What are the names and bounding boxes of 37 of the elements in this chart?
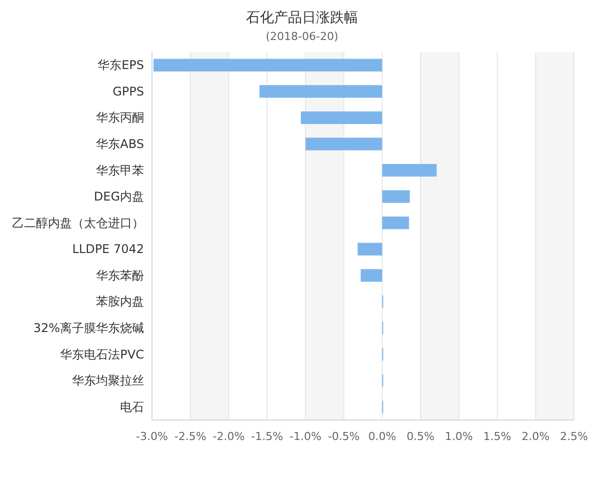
y-tick-label: 华东ABS — [96, 137, 144, 151]
x-tick-label: -1.0% — [289, 430, 322, 443]
x-tick-label: -3.0% — [136, 430, 168, 443]
x-tick-label: 1.5% — [483, 430, 512, 443]
y-tick-label: GPPS — [112, 84, 144, 98]
y-tick-label: 华东均聚拉丝 — [72, 374, 144, 388]
y-tick-label: DEG内盘 — [94, 190, 144, 204]
x-tick-label: -1.5% — [251, 430, 284, 443]
x-tick-label: -2.5% — [174, 430, 206, 443]
y-tick-label: 华东苯酚 — [96, 268, 144, 282]
x-tick-label: 2.5% — [560, 430, 588, 443]
bar — [259, 85, 382, 98]
bar — [360, 269, 382, 282]
y-tick-label: 苯胺内盘 — [96, 294, 144, 309]
x-tick-label: 0.5% — [406, 430, 435, 443]
y-tick-label: 华东电石法PVC — [60, 347, 144, 362]
y-tick-label: 乙二醇内盘（太仓进口） — [12, 216, 144, 230]
bar — [305, 138, 382, 150]
y-tick-label: 电石 — [120, 400, 144, 414]
y-tick-label: 华东甲苯 — [96, 163, 144, 178]
chart-title: 石化产品日涨跌幅 — [246, 10, 358, 26]
bar — [300, 111, 382, 124]
y-tick-label: 华东丙酮 — [96, 110, 144, 125]
x-tick-label: 2.0% — [522, 430, 550, 443]
chart-subtitle: (2018-06-20) — [266, 30, 338, 43]
y-tick-label: 华东EPS — [98, 58, 144, 72]
bar — [382, 216, 410, 230]
x-tick-label: 1.0% — [444, 430, 473, 443]
x-tick-label: -0.5% — [328, 430, 360, 443]
y-tick-label: 32%离子膜华东烧碱 — [33, 321, 144, 335]
y-tick-label: LLDPE 7042 — [72, 242, 144, 256]
x-tick-label: -2.0% — [212, 430, 245, 443]
x-tick-label: 0.0% — [368, 430, 396, 443]
bar — [154, 58, 382, 72]
bar — [382, 190, 410, 203]
bar — [382, 164, 437, 177]
bar — [358, 242, 382, 256]
